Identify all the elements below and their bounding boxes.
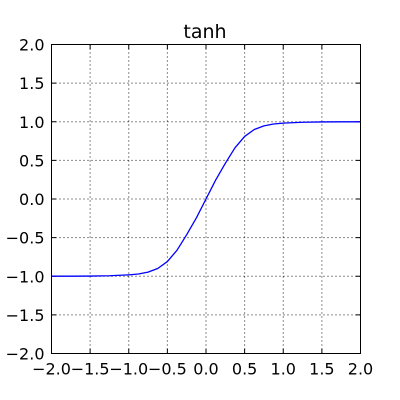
- y-tick-label: 0.5: [19, 151, 44, 170]
- y-tick-label: 1.0: [19, 113, 44, 132]
- y-tick-label: −1.0: [6, 267, 45, 286]
- x-tick-label: −2.0: [32, 360, 71, 379]
- x-tick-label: 0.0: [193, 360, 218, 379]
- x-tick-label: 0.5: [232, 360, 257, 379]
- y-tick-label: −1.5: [6, 306, 45, 325]
- y-tick-label: −2.0: [6, 345, 45, 364]
- x-tick-label: 2.0: [348, 360, 373, 379]
- y-tick-label: −0.5: [6, 229, 45, 248]
- y-tick-label: 1.5: [19, 74, 44, 93]
- x-tick-labels: −2.0 −1.5 −1.0 −0.5 0.0 0.5 1.0 1.5 2.0: [32, 360, 373, 379]
- y-tick-label: 0.0: [19, 190, 44, 209]
- series-group: [51, 121, 361, 277]
- x-tick-label: 1.5: [309, 360, 334, 379]
- x-tick-label: 1.0: [271, 360, 296, 379]
- y-tick-labels: −2.0 −1.5 −1.0 −0.5 0.0 0.5 1.0 1.5 2.0: [6, 36, 45, 364]
- x-tick-label: −0.5: [148, 360, 187, 379]
- x-tick-label: −1.0: [109, 360, 148, 379]
- y-tick-label: 2.0: [19, 36, 44, 55]
- x-tick-label: −1.5: [71, 360, 110, 379]
- tanh-series-line: [51, 121, 361, 277]
- plot-area-frame: [51, 44, 361, 354]
- chart-title: tanh: [183, 21, 226, 43]
